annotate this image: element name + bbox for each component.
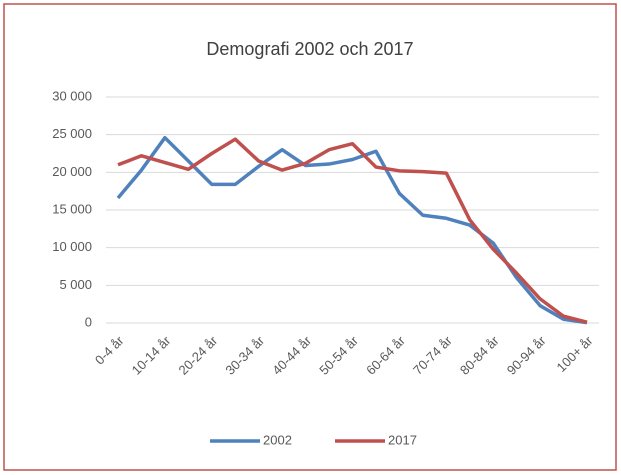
- chart-title: Demografi 2002 och 2017: [206, 39, 413, 59]
- y-tick-label: 25 000: [52, 126, 92, 141]
- legend-label: 2017: [388, 432, 417, 447]
- y-tick-label: 0: [85, 314, 92, 329]
- chart-frame: [3, 3, 617, 471]
- legend-label: 2002: [263, 432, 292, 447]
- y-tick-label: 10 000: [52, 239, 92, 254]
- y-tick-label: 30 000: [52, 88, 92, 103]
- y-tick-label: 5 000: [59, 277, 92, 292]
- y-tick-label: 15 000: [52, 201, 92, 216]
- series-line: [117, 137, 588, 324]
- y-tick-label: 20 000: [52, 164, 92, 179]
